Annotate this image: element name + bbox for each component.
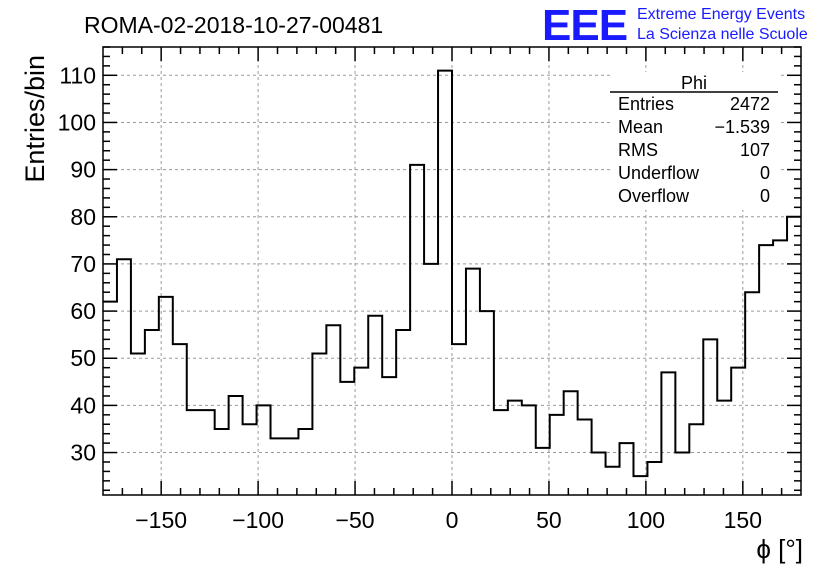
histogram-bin — [312, 354, 326, 495]
y-tick-label: 110 — [59, 62, 96, 88]
y-tick-label: 100 — [58, 109, 96, 135]
histogram-bin — [229, 396, 243, 495]
stats-label: Underflow — [618, 163, 700, 183]
stats-title: Phi — [681, 73, 707, 93]
x-tick-label: 150 — [724, 507, 762, 533]
stats-box: Phi Entries 2472 Mean −1.539 RMS 107 Underflow… — [610, 72, 778, 210]
histogram-bin — [480, 311, 494, 495]
eee-logo: EEE Extreme Energy Events La Scienza nel… — [542, 1, 808, 50]
histogram-bin — [145, 330, 159, 495]
histogram-bin — [689, 424, 703, 495]
y-tick-label: 40 — [70, 392, 96, 418]
y-tick-label: 70 — [70, 251, 96, 277]
stats-value: 0 — [760, 186, 770, 206]
histogram-bin — [731, 368, 745, 495]
stats-rows: Entries 2472 Mean −1.539 RMS 107 Underflow 0 Ove… — [618, 94, 770, 206]
histogram-bin — [173, 344, 187, 495]
histogram-bin — [215, 429, 229, 495]
tick-labels: −150 −100 −50 0 50 100 150 30 40 50 60 70 80 90 100 110 — [58, 62, 762, 533]
x-tick-label: 50 — [536, 507, 562, 533]
histogram-bin — [396, 330, 410, 495]
histogram-bin — [326, 325, 340, 495]
x-tick-label: −50 — [336, 507, 375, 533]
histogram-bin — [661, 372, 675, 495]
histogram-bin — [438, 71, 452, 495]
eee-logo-line1: Extreme Energy Events — [637, 6, 805, 23]
stats-label: RMS — [618, 140, 658, 160]
histogram-bin — [159, 297, 173, 495]
histogram-bin — [466, 269, 480, 495]
histogram-bin — [759, 245, 773, 495]
y-axis-label: Entries/bin — [20, 55, 50, 183]
y-tick-label: 80 — [70, 204, 96, 230]
histogram-outline — [103, 69, 801, 478]
histogram-bin — [131, 354, 145, 495]
histogram-bin — [201, 410, 215, 495]
stats-box-background — [610, 72, 778, 210]
histogram-bin — [620, 443, 634, 495]
eee-logo-line2: La Scienza nelle Scuole — [637, 26, 808, 43]
histogram-bin — [298, 429, 312, 495]
histogram-bin — [508, 401, 522, 495]
stats-value: 2472 — [730, 94, 770, 114]
histogram-bin — [773, 240, 787, 495]
x-tick-label: 0 — [446, 507, 459, 533]
histogram-bin — [410, 165, 424, 495]
histogram-bin — [647, 462, 661, 495]
histogram-bin — [382, 377, 396, 495]
histogram-bin — [452, 344, 466, 495]
stats-label: Mean — [618, 117, 663, 137]
x-tick-label: 100 — [627, 507, 665, 533]
histogram-bin — [354, 368, 368, 495]
stats-label: Entries — [618, 94, 674, 114]
histogram-bin — [536, 448, 550, 495]
y-tick-label: 30 — [70, 440, 96, 466]
histogram-bin — [522, 405, 536, 495]
histogram-bin — [745, 292, 759, 495]
histogram-bin — [564, 391, 578, 495]
histogram-bin — [717, 401, 731, 495]
y-tick-label: 50 — [70, 345, 96, 371]
histogram-bin — [424, 264, 438, 495]
histogram-bin — [592, 453, 606, 495]
y-tick-label: 60 — [70, 298, 96, 324]
histogram-bin — [368, 316, 382, 495]
stats-value: 0 — [760, 163, 770, 183]
histogram-bin — [271, 438, 285, 495]
histogram-bin — [550, 415, 564, 495]
histogram-bin — [117, 259, 131, 495]
histogram-bin — [243, 424, 257, 495]
histogram-bin — [340, 382, 354, 495]
stats-value: −1.539 — [714, 117, 770, 137]
histogram-bin — [675, 453, 689, 495]
histogram-bin — [494, 410, 508, 495]
histogram-bin — [187, 410, 201, 495]
x-axis-label: ϕ [°] — [756, 534, 803, 564]
x-tick-label: −150 — [135, 507, 187, 533]
stats-label: Overflow — [618, 186, 690, 206]
y-tick-label: 90 — [70, 157, 96, 183]
x-tick-label: −100 — [232, 507, 284, 533]
eee-logo-letters: EEE — [542, 1, 627, 50]
histogram-bin — [703, 339, 717, 495]
histogram-bin — [578, 420, 592, 495]
chart-title: ROMA-02-2018-10-27-00481 — [84, 12, 383, 38]
axis-ticks — [103, 46, 801, 495]
histogram-bin — [284, 438, 298, 495]
stats-value: 107 — [740, 140, 770, 160]
